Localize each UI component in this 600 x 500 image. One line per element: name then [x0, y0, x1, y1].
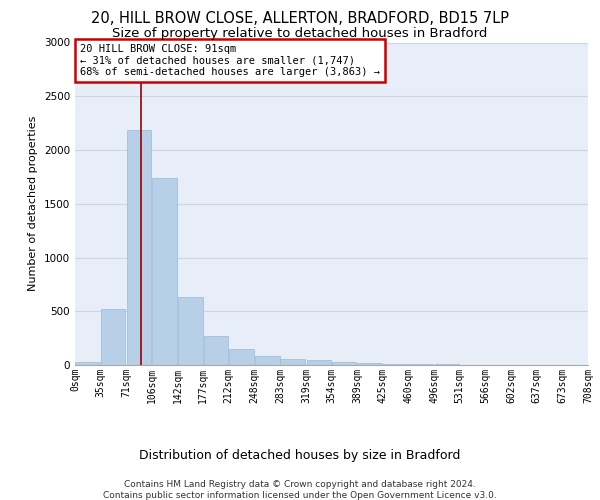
- Text: Contains HM Land Registry data © Crown copyright and database right 2024.
Contai: Contains HM Land Registry data © Crown c…: [103, 480, 497, 500]
- Y-axis label: Number of detached properties: Number of detached properties: [28, 116, 38, 292]
- Bar: [307, 360, 331, 365]
- Bar: [101, 309, 125, 365]
- Bar: [178, 298, 203, 365]
- Bar: [409, 364, 433, 365]
- Text: 20 HILL BROW CLOSE: 91sqm
← 31% of detached houses are smaller (1,747)
68% of se: 20 HILL BROW CLOSE: 91sqm ← 31% of detac…: [80, 44, 380, 78]
- Bar: [357, 364, 382, 365]
- Bar: [383, 364, 408, 365]
- Bar: [229, 350, 254, 365]
- Bar: [435, 364, 460, 365]
- Text: Distribution of detached houses by size in Bradford: Distribution of detached houses by size …: [139, 450, 461, 462]
- Bar: [255, 356, 280, 365]
- Bar: [280, 359, 305, 365]
- Bar: [127, 130, 151, 365]
- Bar: [203, 336, 228, 365]
- Bar: [76, 362, 100, 365]
- Bar: [332, 362, 356, 365]
- Text: 20, HILL BROW CLOSE, ALLERTON, BRADFORD, BD15 7LP: 20, HILL BROW CLOSE, ALLERTON, BRADFORD,…: [91, 11, 509, 26]
- Bar: [152, 178, 177, 365]
- Text: Size of property relative to detached houses in Bradford: Size of property relative to detached ho…: [112, 28, 488, 40]
